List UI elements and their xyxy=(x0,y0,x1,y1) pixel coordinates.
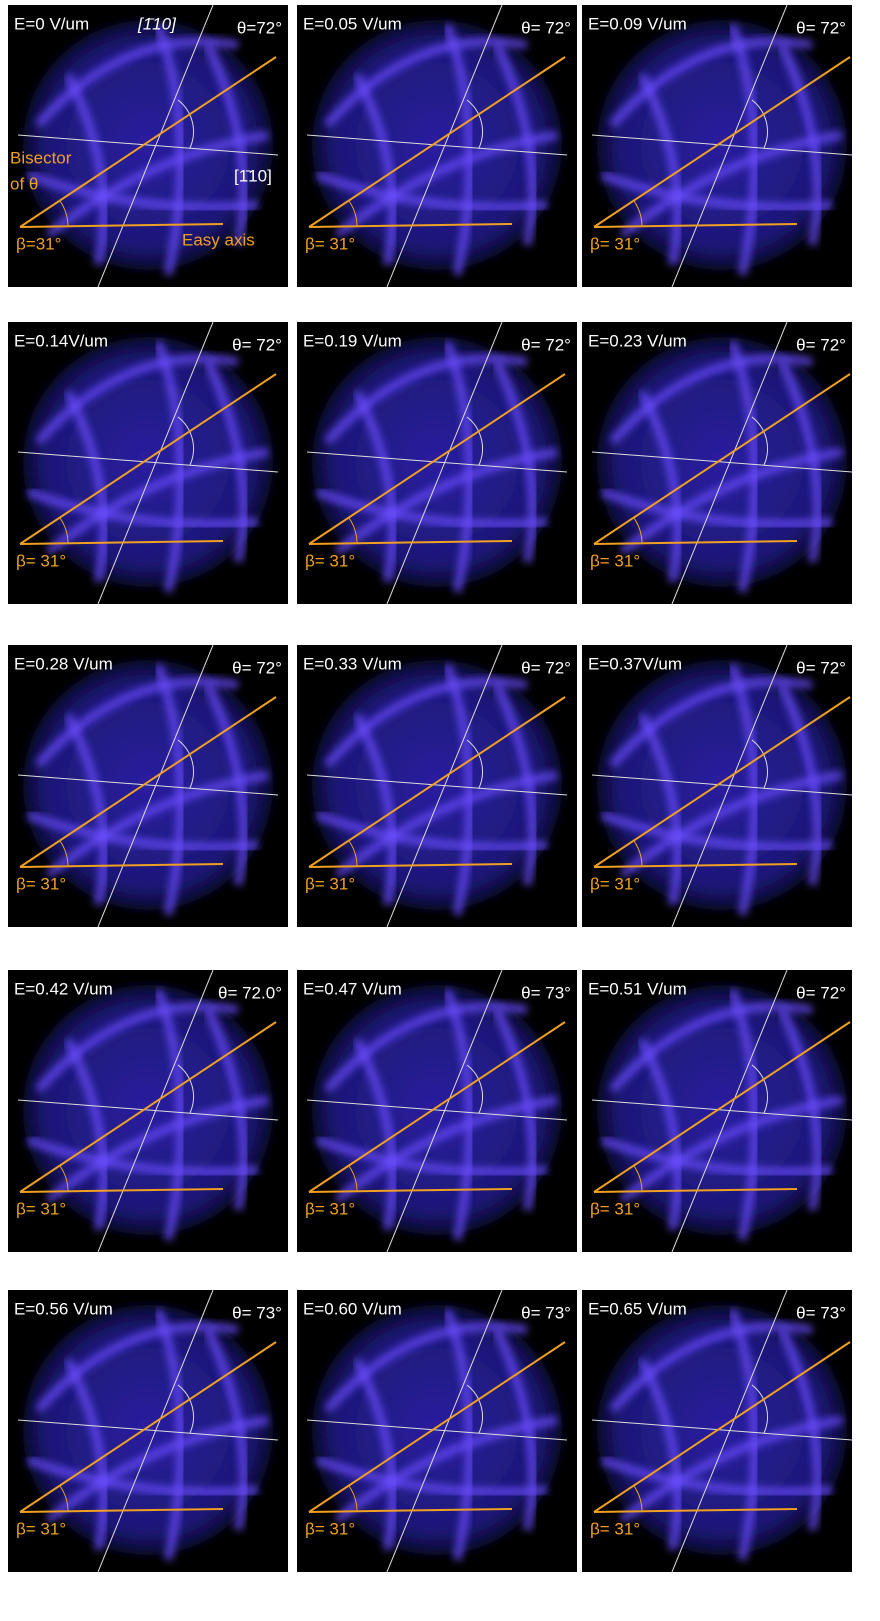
beta-label: β= 31° xyxy=(590,234,640,253)
field-label: E=0.09 V/um xyxy=(588,14,687,33)
panel: E=0.37V/um θ= 72° β= 31° xyxy=(582,645,852,927)
beta-label: β= 31° xyxy=(16,874,66,893)
field-label: E=0.33 V/um xyxy=(303,654,402,673)
theta-label: θ= 72° xyxy=(232,335,282,354)
panel: E=0.23 V/um θ= 72° β= 31° xyxy=(582,322,852,604)
field-label: E=0.14V/um xyxy=(14,331,108,350)
field-label: E=0.51 V/um xyxy=(588,979,687,998)
panel: E=0.65 V/um θ= 73° β= 31° xyxy=(582,1290,852,1572)
panel: E=0.19 V/um θ= 72° β= 31° xyxy=(297,322,577,604)
field-label: E=0.56 V/um xyxy=(14,1299,113,1318)
beta-label: β= 31° xyxy=(16,1519,66,1538)
theta-label: θ= 72° xyxy=(796,18,846,37)
panel: E=0.28 V/um θ= 72° β= 31° xyxy=(8,645,288,927)
beta-label: β= 31° xyxy=(590,551,640,570)
beta-label: β= 31° xyxy=(305,1519,355,1538)
theta-label: θ= 72° xyxy=(521,658,571,677)
panel: E=0.05 V/um θ= 72° β= 31° xyxy=(297,5,577,287)
panel: E=0.09 V/um θ= 72° β= 31° xyxy=(582,5,852,287)
direction-label: [1̄10] xyxy=(234,166,272,185)
beta-label: β= 31° xyxy=(305,1199,355,1218)
beta-label: β= 31° xyxy=(590,1199,640,1218)
field-label: E=0.05 V/um xyxy=(303,14,402,33)
beta-label: β= 31° xyxy=(305,874,355,893)
easy-axis-label: Easy axis xyxy=(182,230,255,249)
panel: E=0.47 V/um θ= 73° β= 31° xyxy=(297,970,577,1252)
beta-label: β=31° xyxy=(16,234,61,253)
panel: E=0.56 V/um θ= 73° β= 31° xyxy=(8,1290,288,1572)
figure: E=0 V/um θ=72° β=31° [1̄10] [1̄10] Bisector of… xyxy=(0,0,880,1621)
beta-label: β= 31° xyxy=(590,874,640,893)
theta-label: θ=72° xyxy=(237,18,282,37)
theta-label: θ= 72° xyxy=(796,983,846,1002)
theta-label: θ= 72.0° xyxy=(218,983,282,1002)
field-label: E=0.37V/um xyxy=(588,654,682,673)
beta-label: β= 31° xyxy=(16,1199,66,1218)
panel: E=0.60 V/um θ= 73° β= 31° xyxy=(297,1290,577,1572)
theta-label: θ= 73° xyxy=(232,1303,282,1322)
beta-label: β= 31° xyxy=(16,551,66,570)
field-label: E=0.42 V/um xyxy=(14,979,113,998)
panel: E=0.33 V/um θ= 72° β= 31° xyxy=(297,645,577,927)
field-label: E=0 V/um xyxy=(14,14,89,33)
beta-label: β= 31° xyxy=(305,234,355,253)
panel: E=0.14V/um θ= 72° β= 31° xyxy=(8,322,288,604)
theta-label: θ= 72° xyxy=(521,18,571,37)
panel: E=0 V/um θ=72° β=31° [1̄10] [1̄10] Bisector of… xyxy=(8,5,288,287)
field-label: E=0.28 V/um xyxy=(14,654,113,673)
beta-label: β= 31° xyxy=(590,1519,640,1538)
panel: E=0.42 V/um θ= 72.0° β= 31° xyxy=(8,970,288,1252)
theta-label: θ= 73° xyxy=(796,1303,846,1322)
theta-label: θ= 72° xyxy=(796,335,846,354)
direction-label: [1̄10] xyxy=(137,14,177,33)
panel: E=0.51 V/um θ= 72° β= 31° xyxy=(582,970,852,1252)
field-label: E=0.60 V/um xyxy=(303,1299,402,1318)
field-label: E=0.19 V/um xyxy=(303,331,402,350)
theta-label: θ= 72° xyxy=(232,658,282,677)
field-label: E=0.47 V/um xyxy=(303,979,402,998)
theta-label: θ= 72° xyxy=(796,658,846,677)
bisector-label: of θ xyxy=(10,174,38,193)
field-label: E=0.65 V/um xyxy=(588,1299,687,1318)
beta-label: β= 31° xyxy=(305,551,355,570)
field-label: E=0.23 V/um xyxy=(588,331,687,350)
theta-label: θ= 73° xyxy=(521,1303,571,1322)
theta-label: θ= 73° xyxy=(521,983,571,1002)
theta-label: θ= 72° xyxy=(521,335,571,354)
bisector-label: Bisector xyxy=(10,148,72,167)
